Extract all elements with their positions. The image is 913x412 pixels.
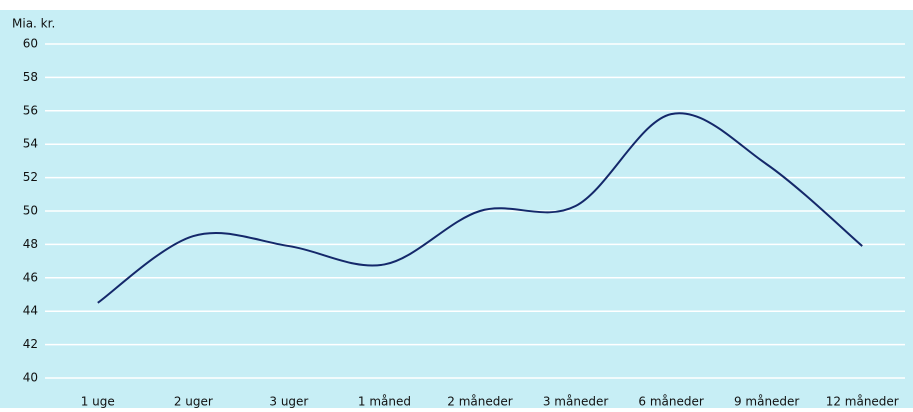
- line: [97, 112, 863, 304]
- y-tick-label: 54: [23, 137, 38, 151]
- x-tick-label: 3 uger: [269, 395, 308, 409]
- plot-background: [0, 10, 913, 408]
- y-tick-label: 56: [23, 103, 38, 117]
- x-tick-label: 2 uger: [174, 395, 213, 409]
- x-tick-label: 12 måneder: [826, 395, 899, 409]
- y-axis-label: Mia. kr.: [12, 17, 55, 31]
- x-tick-label: 2 måneder: [447, 395, 512, 409]
- y-tick-label: 42: [23, 337, 38, 351]
- y-tick-label: 40: [23, 371, 38, 385]
- y-tick-label: 50: [23, 204, 38, 218]
- y-tick-label: 48: [23, 237, 38, 251]
- x-tick-label: 1 måned: [358, 395, 411, 409]
- x-tick-label: 3 måneder: [543, 395, 608, 409]
- x-tick-label: 1 uge: [81, 395, 115, 409]
- y-tick-label: 52: [23, 170, 38, 184]
- y-tick-label: 44: [23, 304, 38, 318]
- x-tick-label: 6 måneder: [638, 395, 703, 409]
- y-tick-label: 46: [23, 270, 38, 284]
- y-tick-label: 60: [23, 37, 38, 51]
- x-tick-label: 9 måneder: [734, 395, 799, 409]
- y-tick-label: 58: [23, 70, 38, 84]
